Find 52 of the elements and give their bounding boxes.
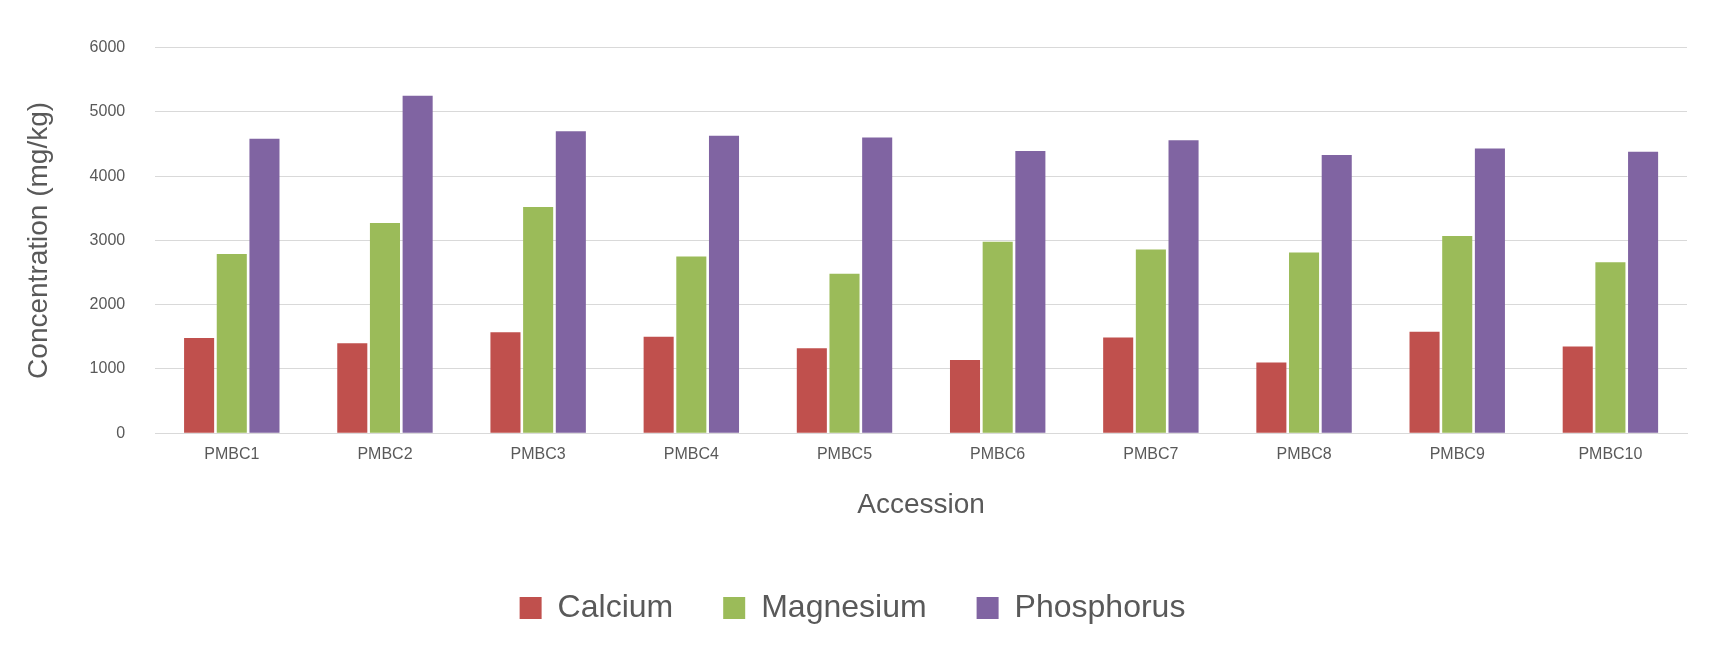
x-axis-title: Accession	[857, 487, 985, 519]
bar	[555, 131, 586, 433]
bar	[1168, 140, 1199, 433]
bar	[796, 348, 827, 433]
bar	[1256, 362, 1287, 433]
legend-label: Magnesium	[761, 587, 927, 624]
y-tick-label: 6000	[89, 38, 126, 56]
bar	[862, 137, 893, 433]
x-tick-label: PMBC1	[204, 445, 260, 463]
x-tick-label: PMBC9	[1429, 445, 1485, 463]
bar	[1015, 151, 1046, 433]
bar	[490, 332, 521, 433]
bar	[1135, 249, 1166, 433]
x-tick-label: PMBC2	[357, 445, 413, 463]
bar	[523, 206, 554, 433]
bar	[402, 95, 433, 433]
bar	[216, 253, 247, 433]
bar	[708, 135, 740, 433]
bar	[829, 273, 860, 433]
bar	[1321, 154, 1352, 433]
legend-label: Calcium	[557, 587, 674, 624]
x-tick-label: PMBC10	[1578, 445, 1643, 463]
bar	[1103, 337, 1134, 433]
bar	[1442, 235, 1473, 433]
bar	[1409, 331, 1440, 433]
bar	[249, 138, 280, 433]
bar	[184, 338, 215, 433]
y-axis-title: Concentration (mg/kg)	[21, 101, 53, 379]
x-tick-label: PMBC3	[510, 445, 566, 463]
bar	[1289, 252, 1320, 433]
y-tick-label: 1000	[89, 359, 126, 377]
y-tick-label: 3000	[89, 230, 126, 248]
bar	[1595, 262, 1626, 433]
y-tick-label: 5000	[89, 102, 126, 120]
y-tick-label: 4000	[89, 166, 126, 184]
y-tick-label: 2000	[89, 295, 126, 313]
y-tick-label: 0	[116, 423, 126, 441]
x-tick-label: PMBC6	[970, 445, 1026, 463]
bar	[337, 343, 368, 433]
x-tick-label: PMBC5	[816, 445, 873, 463]
bar	[643, 336, 674, 433]
x-tick-label: PMBC4	[663, 445, 719, 463]
bar	[949, 359, 981, 433]
bar	[982, 241, 1013, 433]
bar	[1562, 346, 1593, 433]
bar	[1628, 151, 1659, 433]
bar	[369, 223, 400, 433]
x-tick-label: PMBC8	[1276, 445, 1332, 463]
bar	[676, 256, 707, 433]
bar	[1474, 148, 1505, 433]
x-tick-label: PMBC7	[1123, 445, 1179, 463]
legend-label: Phosphorus	[1014, 587, 1186, 624]
